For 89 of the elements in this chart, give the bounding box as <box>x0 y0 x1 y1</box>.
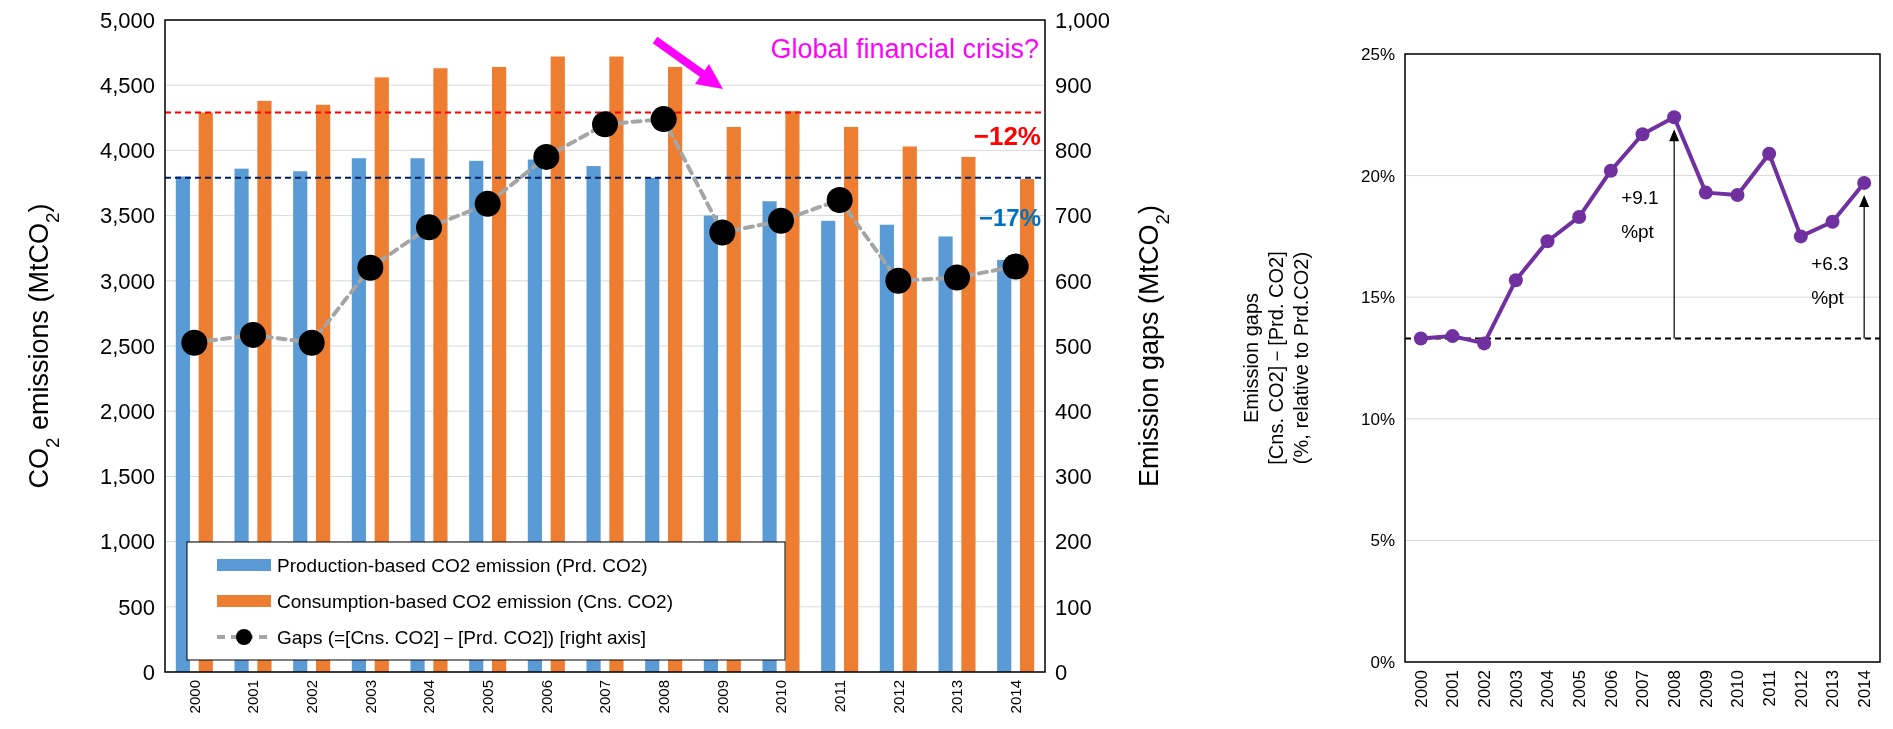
legend-label: Consumption-based CO2 emission (Cns. CO2) <box>277 590 673 612</box>
annotation: +6.3 %pt <box>1811 252 1849 308</box>
bar <box>821 220 836 672</box>
x-tick-label: 2013 <box>1823 670 1843 708</box>
bar <box>961 156 976 672</box>
x-tick-label: 2005 <box>478 680 496 714</box>
x-tick-label: 2001 <box>244 680 262 714</box>
x-tick-label: 2012 <box>889 680 907 714</box>
y-tick-label: 2,000 <box>99 398 155 424</box>
y2-tick-label: 700 <box>1055 203 1092 229</box>
legend-label: Production-based CO2 emission (Prd. CO2) <box>277 554 648 576</box>
y-tick-label: 1,000 <box>99 529 155 555</box>
point <box>1540 234 1555 249</box>
x-tick-label: 2003 <box>361 680 379 714</box>
legend-label: Gaps (=[Cns. CO2]－[Prd. CO2]) [right axis] <box>277 626 647 648</box>
y-tick-label: 15% <box>1360 288 1395 308</box>
point <box>1603 163 1618 178</box>
bar <box>785 111 800 672</box>
point <box>1857 175 1872 190</box>
y-tick-label: 10% <box>1360 409 1395 429</box>
point <box>1667 110 1682 125</box>
point <box>1825 214 1840 229</box>
y-tick-label: 5% <box>1370 531 1395 551</box>
point <box>1698 185 1713 200</box>
y2-tick-label: 300 <box>1055 464 1092 490</box>
bar <box>997 259 1012 672</box>
x-tick-label: 2005 <box>1570 670 1590 708</box>
x-tick-label: 2014 <box>1006 680 1024 714</box>
y-tick-label: 4,000 <box>99 138 155 164</box>
x-tick-label: 2009 <box>1696 670 1716 708</box>
x-tick-label: 2006 <box>537 680 555 714</box>
x-tick-label: 2007 <box>1633 670 1653 708</box>
y-tick-label: 0 <box>142 659 155 685</box>
y-tick-label: 20% <box>1360 166 1395 186</box>
y2-tick-label: 600 <box>1055 268 1092 294</box>
y-axis-title: Emission gaps [Cns. CO2]－[Prd. CO2] (%, relative to Prd.CO2) <box>1240 251 1312 465</box>
x-tick-label: 2010 <box>1728 670 1748 708</box>
y2-tick-label: 900 <box>1055 72 1092 98</box>
bar <box>844 126 859 672</box>
x-tick-label: 2004 <box>420 680 438 714</box>
y-tick-label: 2,500 <box>99 333 155 359</box>
annotation: −12% <box>973 121 1041 152</box>
y2-tick-label: 400 <box>1055 398 1092 424</box>
point <box>1572 209 1587 224</box>
x-tick-label: 2012 <box>1791 670 1811 708</box>
y2-tick-label: 500 <box>1055 333 1092 359</box>
y-tick-label: 0% <box>1370 652 1395 672</box>
y2-tick-label: 0 <box>1055 659 1068 685</box>
annotation: +9.1 %pt <box>1621 187 1659 243</box>
x-tick-label: 2002 <box>1475 670 1495 708</box>
y2-tick-label: 800 <box>1055 138 1092 164</box>
y-tick-label: 4,500 <box>99 72 155 98</box>
y-tick-label: 25% <box>1360 44 1395 64</box>
point <box>1508 273 1523 288</box>
point <box>1793 229 1808 244</box>
annotation: Global financial crisis? <box>770 34 1039 64</box>
y-tick-label: 5,000 <box>99 7 155 33</box>
x-tick-label: 2007 <box>596 680 614 714</box>
y2-tick-label: 100 <box>1055 594 1092 620</box>
x-tick-label: 2002 <box>302 680 320 714</box>
y2-tick-label: 200 <box>1055 529 1092 555</box>
x-tick-label: 2010 <box>772 680 790 714</box>
bar <box>938 236 953 672</box>
y-tick-label: 1,500 <box>99 464 155 490</box>
y2-tick-label: 1,000 <box>1055 7 1111 33</box>
x-tick-label: 2003 <box>1506 670 1526 708</box>
x-tick-label: 2013 <box>948 680 966 714</box>
x-tick-label: 2008 <box>1665 670 1685 708</box>
x-tick-label: 2004 <box>1538 670 1558 708</box>
point <box>1413 331 1428 346</box>
point <box>1445 329 1460 344</box>
y-tick-label: 500 <box>118 594 155 620</box>
x-tick-label: 2011 <box>1760 670 1780 707</box>
x-tick-label: 2000 <box>185 680 203 714</box>
x-tick-label: 2011 <box>830 680 848 713</box>
x-tick-label: 2009 <box>713 680 731 714</box>
x-tick-label: 2001 <box>1443 670 1463 708</box>
x-tick-label: 2014 <box>1855 670 1875 708</box>
bar <box>902 146 917 672</box>
point <box>1477 336 1492 351</box>
point <box>1635 127 1650 142</box>
x-tick-label: 2000 <box>1411 670 1431 708</box>
x-tick-label: 2008 <box>654 680 672 714</box>
point <box>1762 146 1777 161</box>
point <box>1730 188 1745 203</box>
y-tick-label: 3,500 <box>99 203 155 229</box>
bar <box>879 224 894 672</box>
y-tick-label: 3,000 <box>99 268 155 294</box>
x-tick-label: 2006 <box>1601 670 1621 708</box>
